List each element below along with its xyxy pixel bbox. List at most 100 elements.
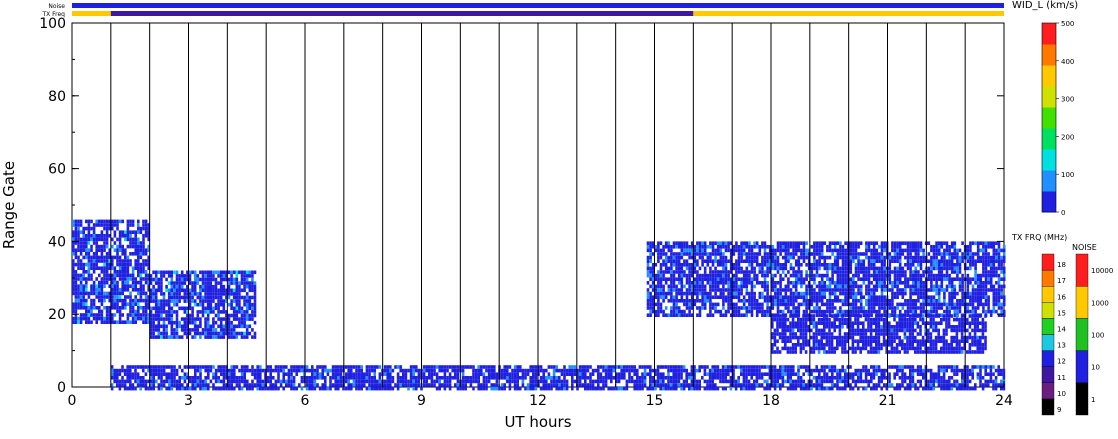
echo-cell: [815, 368, 818, 373]
echo-cell: [641, 383, 644, 387]
echo-cell: [524, 372, 527, 376]
echo-cell: [225, 372, 228, 376]
echo-cell: [683, 284, 686, 289]
echo-cell: [771, 288, 775, 292]
echo-cell: [859, 284, 863, 289]
echo-cell: [927, 252, 931, 256]
echo-cell: [248, 274, 252, 278]
echo-cell: [170, 288, 174, 293]
echo-cell: [758, 309, 762, 314]
echo-cell: [636, 383, 639, 387]
echo-cell: [360, 372, 363, 376]
echo-cell: [914, 259, 918, 263]
echo-cell: [134, 316, 137, 321]
echo-cell: [157, 386, 161, 391]
echo-cell: [201, 274, 205, 278]
echo-cell: [162, 270, 166, 275]
echo-cell: [144, 259, 148, 263]
echo-cell: [103, 280, 106, 285]
echo-cell: [438, 365, 441, 369]
echo-cell: [685, 241, 689, 245]
echo-cell: [904, 277, 907, 281]
echo-cell: [261, 383, 265, 387]
echo-cell: [792, 241, 795, 245]
echo-cell: [930, 259, 933, 263]
echo-cell: [222, 299, 226, 303]
echo-cell: [893, 273, 897, 278]
echo-cell: [937, 299, 941, 303]
echo-cell: [204, 281, 207, 285]
echo-cell: [727, 295, 730, 299]
echo-cell: [230, 331, 233, 336]
echo-cell: [826, 277, 829, 281]
echo-cell: [233, 379, 236, 384]
echo-cell: [942, 379, 946, 384]
echo-cell: [719, 379, 722, 384]
echo-cell: [111, 313, 114, 317]
echo-cell: [753, 255, 756, 260]
echo-cell: [875, 241, 879, 245]
echo-cell: [768, 306, 772, 310]
echo-cell: [823, 259, 827, 263]
echo-cell: [922, 252, 925, 256]
echo-cell: [214, 292, 218, 296]
echo-cell: [209, 295, 213, 300]
echo-cell: [347, 372, 350, 376]
echo-cell: [883, 284, 886, 289]
echo-cell: [188, 281, 192, 285]
echo-cell: [872, 252, 876, 256]
echo-cell: [729, 295, 733, 299]
echo-cell: [191, 299, 194, 303]
echo-cell: [838, 376, 842, 380]
echo-cell: [753, 273, 756, 278]
echo-cell: [129, 237, 132, 242]
echo-cell: [565, 372, 569, 376]
echo-cell: [105, 259, 109, 263]
echo-cell: [838, 379, 842, 384]
echo-cell: [134, 309, 137, 314]
echo-cell: [877, 368, 881, 373]
echo-cell: [818, 306, 821, 310]
echo-cell: [108, 259, 111, 263]
echo-cell: [235, 379, 239, 384]
echo-cell: [654, 313, 658, 317]
echo-cell: [810, 372, 813, 376]
echo-cell: [279, 379, 283, 384]
echo-cell: [828, 379, 831, 384]
echo-cell: [828, 245, 832, 249]
echo-cell: [784, 365, 787, 369]
echo-cell: [833, 291, 837, 296]
echo-cell: [238, 376, 241, 380]
echo-cell: [922, 284, 925, 289]
echo-cell: [386, 368, 389, 373]
echo-cell: [485, 379, 488, 384]
echo-cell: [251, 306, 254, 311]
echo-cell: [683, 299, 686, 303]
echo-cell: [175, 383, 179, 387]
echo-cell: [529, 368, 532, 373]
echo-cell: [750, 284, 754, 289]
echo-cell: [737, 306, 741, 310]
echo-cell: [131, 376, 135, 380]
echo-cell: [779, 309, 782, 314]
echo-cell: [870, 252, 873, 256]
echo-cell: [646, 295, 650, 299]
echo-cell: [565, 383, 569, 387]
echo-cell: [914, 245, 918, 249]
echo-cell: [188, 292, 192, 296]
echo-cell: [820, 252, 824, 256]
echo-cell: [126, 226, 130, 231]
echo-cell: [654, 263, 658, 267]
echo-cell: [706, 295, 710, 299]
echo-cell: [997, 383, 1000, 387]
echo-cell: [324, 376, 327, 380]
echo-cell: [178, 295, 181, 300]
echo-cell: [407, 386, 410, 391]
echo-cell: [948, 386, 951, 391]
echo-cell: [305, 386, 309, 391]
echo-cell: [183, 292, 187, 296]
echo-cell: [264, 376, 267, 380]
echo-cell: [669, 379, 673, 384]
echo-cell: [113, 295, 117, 299]
echo-cell: [911, 248, 915, 253]
